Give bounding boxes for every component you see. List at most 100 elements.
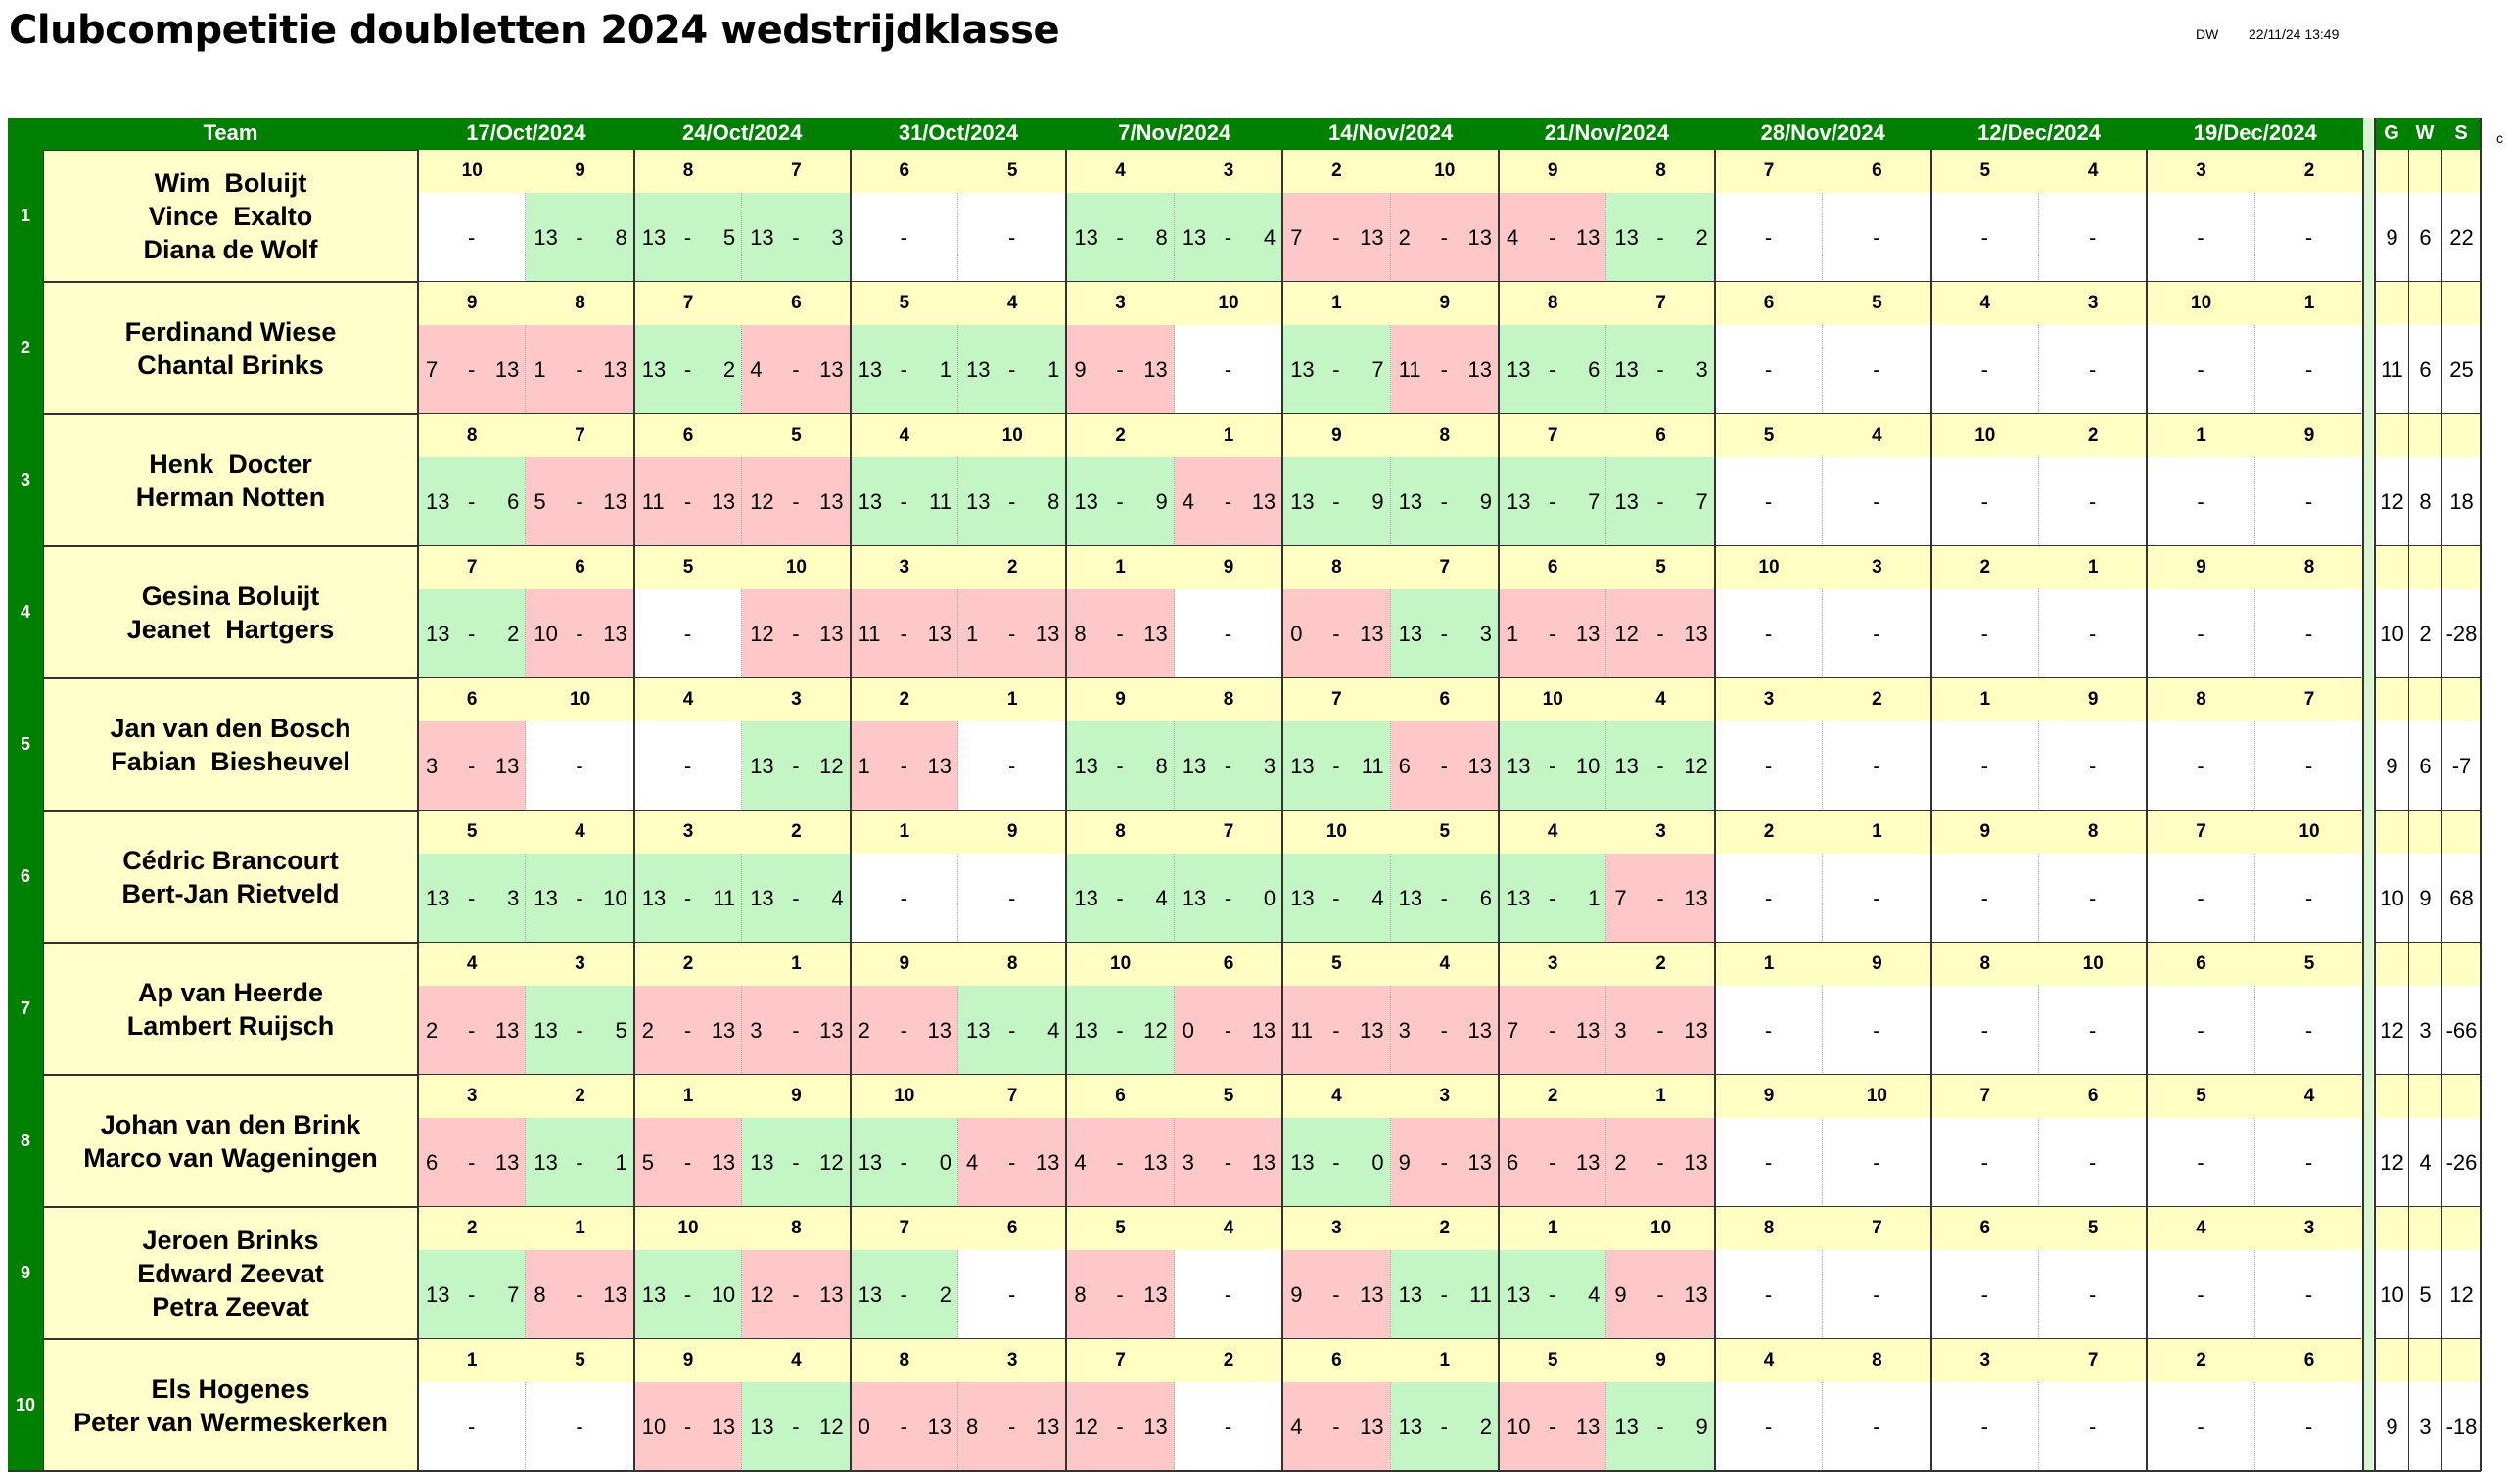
match-score: 3 -13 (742, 986, 851, 1075)
stat-w: 2 (2408, 589, 2441, 678)
opponent-number: 4 (850, 414, 958, 457)
score-dash: - (1116, 621, 1124, 646)
stats-spacer (2375, 150, 2408, 193)
score-dash: - (1656, 224, 1664, 250)
score-own: 4 (966, 1149, 979, 1175)
score-own: 5 (641, 1149, 655, 1175)
match-score: 2 -13 (633, 986, 743, 1075)
score-own: 13 (1074, 488, 1098, 514)
score-dash: - (468, 1281, 476, 1307)
score-opponent: 12 (819, 753, 844, 778)
score-opponent: 13 (1684, 885, 1708, 910)
score-dash: - (1440, 488, 1448, 514)
player-name: Henk Docter (149, 448, 312, 479)
opponent-number: 1 (1066, 546, 1175, 589)
score-own: 13 (750, 224, 774, 250)
opponent-number: 2 (1174, 1339, 1283, 1382)
match-score: 11-13 (633, 457, 743, 546)
opponent-number: 7 (1066, 1339, 1175, 1382)
stat-s: 25 (2441, 325, 2481, 414)
score-opponent: 13 (711, 1017, 736, 1043)
day-divider (1498, 150, 1500, 1471)
stats-spacer (2375, 943, 2408, 986)
table-bottom (8, 1470, 2481, 1472)
score-empty: - (2197, 1149, 2204, 1175)
opponent-number: 7 (1174, 811, 1283, 854)
score-empty: - (683, 753, 692, 778)
score-own: 13 (1182, 885, 1207, 910)
match-score: 12-13 (1066, 1382, 1175, 1471)
score-dash: - (683, 1017, 692, 1043)
score-opponent: 13 (1143, 1281, 1168, 1307)
score-dash: - (1440, 1017, 1448, 1043)
team-players: Johan van den Brink Marco van Wageningen (43, 1075, 418, 1207)
stat-s: 22 (2441, 193, 2481, 282)
score-empty: - (1873, 1017, 1880, 1043)
score-opponent: 13 (1575, 224, 1601, 250)
score-dash: - (1656, 488, 1664, 514)
match-score: 3 -13 (1606, 986, 1715, 1075)
stat-s: -7 (2441, 721, 2481, 811)
score-opponent: 13 (494, 1017, 520, 1043)
score-opponent: 13 (1467, 753, 1492, 778)
match-score: 11-13 (1390, 325, 1499, 414)
score-own: 13 (1614, 224, 1639, 250)
score-own: 3 (426, 753, 439, 778)
score-opponent: 10 (603, 885, 627, 910)
opponent-number: 3 (1823, 546, 1931, 589)
score-opponent: 3 (507, 885, 520, 910)
opponent-number: 4 (2254, 1075, 2364, 1118)
score-dash: - (683, 1149, 692, 1175)
match-score: 13- 1 (526, 1118, 634, 1207)
score-opponent: 6 (507, 488, 520, 514)
match-score: - (2039, 986, 2148, 1075)
match-score: 11-13 (850, 589, 958, 678)
match-score: 7 -13 (418, 325, 527, 414)
score-empty: - (2304, 885, 2313, 910)
score-empty: - (2089, 885, 2097, 910)
opponent-number: 3 (1282, 1207, 1391, 1250)
score-own: 3 (750, 1017, 763, 1043)
opponent-number: 1 (633, 1075, 743, 1118)
score-dash: - (576, 621, 583, 646)
match-score: - (1823, 854, 1931, 943)
stats-spacer (2375, 1207, 2408, 1250)
score-empty: - (1980, 1017, 1988, 1043)
match-score: - (2039, 854, 2148, 943)
score-own: 1 (534, 356, 546, 382)
score-dash: - (1332, 224, 1340, 250)
match-score: - (1930, 1118, 2039, 1207)
score-own: 13 (1507, 488, 1531, 514)
match-score: 8 -13 (526, 1250, 634, 1339)
match-score: - (2254, 457, 2364, 546)
opponent-number: 1 (418, 1339, 527, 1382)
opponent-number: 3 (1390, 1075, 1499, 1118)
match-score: 13-12 (1066, 986, 1175, 1075)
date-header: 17/Oct/2024 (418, 118, 634, 150)
opponent-number: 4 (1930, 282, 2039, 325)
stat-g: 9 (2375, 721, 2408, 811)
opponent-number: 4 (2147, 1207, 2255, 1250)
score-empty: - (2304, 753, 2313, 778)
match-score: - (2254, 1250, 2364, 1339)
opponent-number: 2 (1499, 1075, 1607, 1118)
match-score: 13-12 (742, 721, 851, 811)
score-opponent: 13 (1251, 1149, 1276, 1175)
score-opponent: 13 (819, 356, 844, 382)
player-name: Els Hogenes (151, 1373, 310, 1404)
score-opponent: 13 (1360, 1414, 1384, 1439)
opponent-number: 10 (742, 546, 851, 589)
match-score: 7 -13 (1282, 193, 1391, 282)
score-dash: - (1008, 1017, 1016, 1043)
opponent-number: 2 (2039, 414, 2148, 457)
score-empty: - (2089, 488, 2097, 514)
stats-spacer (2375, 678, 2408, 721)
score-opponent: 9 (1479, 488, 1492, 514)
opponent-number: 5 (633, 546, 743, 589)
score-opponent: 5 (615, 1017, 627, 1043)
team-players: Jeroen Brinks Edward Zeevat Petra Zeevat (43, 1207, 418, 1339)
opponent-number: 6 (850, 150, 958, 193)
player-name: Ferdinand Wiese (124, 316, 337, 347)
match-score: 13- 9 (1066, 457, 1175, 546)
